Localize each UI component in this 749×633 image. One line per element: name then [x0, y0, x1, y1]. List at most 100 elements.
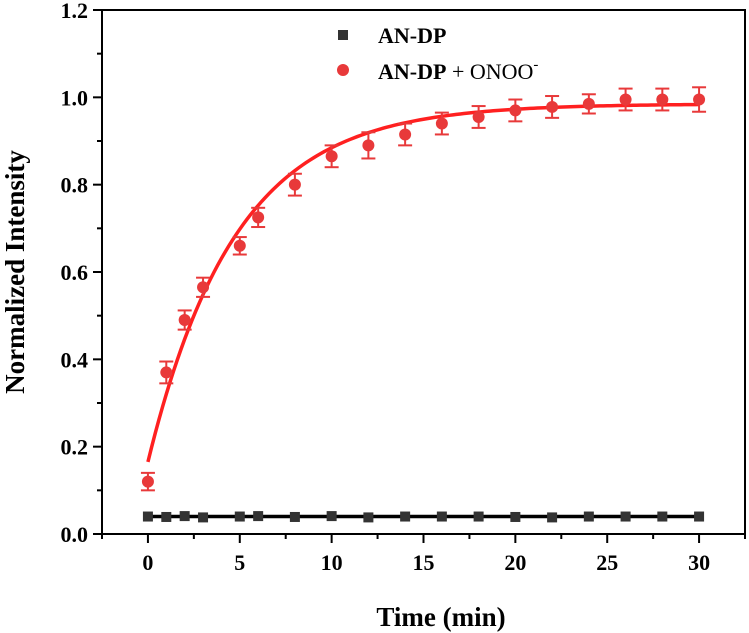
- data-points: [140, 86, 707, 523]
- data-point-series-0: [326, 511, 337, 522]
- data-point-series-1: [159, 360, 174, 385]
- marker-circle: [619, 93, 632, 106]
- data-point-series-1: [581, 93, 596, 115]
- data-point-series-0: [198, 512, 209, 523]
- plot-frame: [101, 9, 746, 535]
- marker-circle: [141, 475, 154, 488]
- data-point-series-0: [694, 511, 705, 522]
- marker-circle: [178, 314, 191, 327]
- data-point-series-1: [140, 471, 155, 492]
- marker-square: [234, 511, 245, 522]
- data-point-series-0: [510, 511, 521, 522]
- marker-circle: [252, 211, 265, 224]
- marker-circle: [582, 97, 595, 110]
- y-tick-label: 0.2: [61, 435, 89, 460]
- legend: AN-DP AN-DP + ONOO-: [337, 23, 538, 84]
- data-point-series-1: [471, 105, 486, 129]
- marker-square: [179, 511, 190, 522]
- y-tick-label: 0.6: [61, 260, 89, 285]
- marker-circle: [472, 110, 485, 123]
- marker-square: [363, 512, 374, 523]
- marker-circle: [197, 281, 210, 294]
- data-point-series-0: [161, 511, 172, 522]
- data-point-series-1: [618, 87, 633, 112]
- data-point-series-1: [251, 206, 266, 229]
- y-axis-title: Normalized Intensity: [0, 150, 30, 394]
- fit-curves: [146, 102, 700, 519]
- data-point-series-1: [545, 95, 560, 119]
- data-point-series-0: [583, 511, 594, 522]
- marker-circle: [399, 128, 412, 141]
- data-point-series-0: [657, 511, 668, 522]
- x-tick-label: 25: [596, 550, 618, 575]
- marker-circle: [362, 139, 375, 152]
- y-tick-label: 0.4: [61, 347, 89, 372]
- marker-square: [694, 511, 705, 522]
- x-tick-label: 10: [321, 550, 343, 575]
- marker-square: [547, 512, 558, 523]
- marker-circle: [546, 100, 559, 113]
- marker-square: [326, 511, 337, 522]
- tick-marks: [93, 9, 746, 543]
- data-point-series-1: [508, 98, 523, 123]
- marker-circle: [509, 104, 522, 117]
- marker-circle: [693, 93, 706, 106]
- tick-labels: 0 5 10 15 20 25 30 0.0 0.2 0.4 0.6 0.8 1.0 1.2: [61, 0, 711, 575]
- marker-square: [253, 511, 264, 522]
- legend-label-an-dp: AN-DP: [378, 23, 446, 48]
- data-point-series-1: [655, 87, 670, 112]
- marker-square: [289, 511, 300, 522]
- data-point-series-0: [289, 511, 300, 522]
- x-tick-label: 20: [504, 550, 526, 575]
- marker-square: [620, 511, 631, 522]
- marker-square: [473, 511, 484, 522]
- data-point-series-1: [361, 131, 376, 160]
- legend-label-an-dp-onoo: AN-DP + ONOO-: [378, 57, 538, 84]
- marker-square: [436, 511, 447, 522]
- data-point-series-0: [234, 511, 245, 522]
- marker-circle: [325, 150, 338, 163]
- data-point-series-0: [400, 511, 411, 522]
- data-point-series-1: [287, 172, 302, 197]
- y-tick-label: 1.2: [61, 0, 89, 23]
- marker-square: [657, 511, 668, 522]
- data-point-series-0: [547, 512, 558, 523]
- data-point-series-1: [434, 111, 449, 136]
- marker-circle: [233, 239, 246, 252]
- marker-square: [400, 511, 411, 522]
- data-point-series-0: [473, 511, 484, 522]
- data-point-series-1: [398, 122, 413, 147]
- data-point-series-0: [142, 511, 153, 522]
- marker-square: [583, 511, 594, 522]
- x-tick-label: 0: [142, 550, 153, 575]
- marker-square: [510, 511, 521, 522]
- data-point-series-1: [232, 236, 247, 256]
- y-tick-label: 0.8: [61, 173, 89, 198]
- y-tick-label: 0.0: [61, 522, 89, 547]
- y-tick-label: 1.0: [61, 85, 89, 110]
- data-point-series-0: [179, 511, 190, 522]
- marker-square: [161, 511, 172, 522]
- marker-circle: [435, 117, 448, 130]
- x-axis-title: Time (min): [376, 602, 505, 632]
- legend-marker-an-dp-onoo: [337, 64, 349, 76]
- marker-circle: [288, 178, 301, 191]
- x-tick-label: 5: [234, 550, 245, 575]
- data-point-series-0: [436, 511, 447, 522]
- marker-circle: [656, 93, 669, 106]
- data-point-series-1: [692, 86, 707, 113]
- marker-circle: [160, 366, 173, 379]
- data-point-series-1: [177, 309, 192, 331]
- marker-square: [142, 511, 153, 522]
- data-point-series-0: [253, 511, 264, 522]
- legend-marker-an-dp: [338, 30, 348, 40]
- data-point-series-0: [620, 511, 631, 522]
- data-point-series-1: [324, 144, 339, 169]
- fit-curve-1: [146, 102, 700, 463]
- data-point-series-1: [196, 276, 211, 298]
- x-tick-label: 30: [688, 550, 710, 575]
- marker-square: [198, 512, 209, 523]
- data-point-series-0: [363, 512, 374, 523]
- x-tick-label: 15: [413, 550, 435, 575]
